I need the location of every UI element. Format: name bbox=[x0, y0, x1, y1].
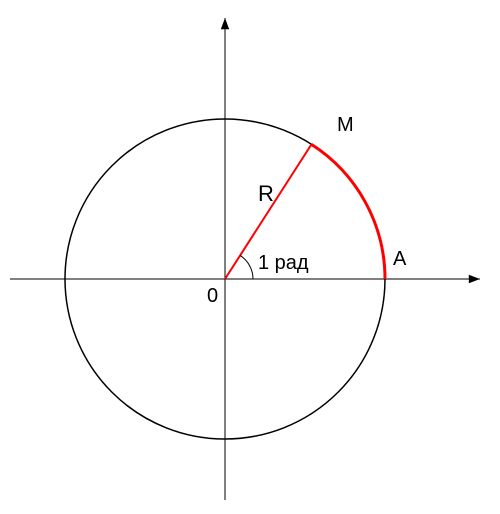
label-angle: 1 рад bbox=[258, 252, 309, 275]
label-point-m: M bbox=[337, 114, 354, 137]
label-point-a: A bbox=[393, 248, 406, 271]
radian-diagram bbox=[0, 0, 500, 514]
label-origin: 0 bbox=[207, 285, 218, 308]
label-radius: R bbox=[258, 181, 274, 207]
